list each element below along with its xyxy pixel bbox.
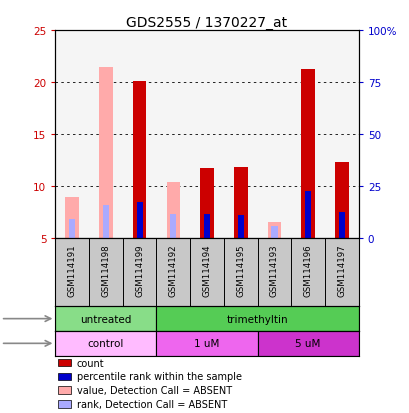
Bar <box>69 220 75 238</box>
Bar <box>156 331 257 356</box>
Bar <box>58 387 70 394</box>
Bar <box>58 400 70 408</box>
Bar <box>257 331 358 356</box>
Text: control: control <box>88 339 124 349</box>
Text: count: count <box>76 358 104 368</box>
Text: GSM114192: GSM114192 <box>169 244 178 297</box>
Bar <box>170 215 176 238</box>
Bar <box>55 331 156 356</box>
Text: GSM114199: GSM114199 <box>135 244 144 296</box>
Text: GSM114196: GSM114196 <box>303 244 312 297</box>
Title: GDS2555 / 1370227_at: GDS2555 / 1370227_at <box>126 16 287 30</box>
Text: GSM114197: GSM114197 <box>337 244 346 297</box>
Bar <box>200 169 213 238</box>
Bar <box>136 202 142 238</box>
Bar <box>58 359 70 366</box>
Bar <box>204 215 209 238</box>
Bar <box>234 168 247 238</box>
Bar <box>338 213 344 238</box>
Text: 1 uM: 1 uM <box>194 339 219 349</box>
Text: percentile rank within the sample: percentile rank within the sample <box>76 372 241 382</box>
Bar <box>271 226 277 238</box>
Bar <box>267 223 281 238</box>
Text: GSM114198: GSM114198 <box>101 244 110 297</box>
Bar <box>103 205 109 238</box>
Text: 5 uM: 5 uM <box>295 339 320 349</box>
Bar <box>237 216 243 238</box>
Bar <box>334 163 348 238</box>
Text: untreated: untreated <box>80 314 131 324</box>
Bar <box>133 82 146 238</box>
Bar <box>55 306 156 331</box>
Text: trimethyltin: trimethyltin <box>226 314 288 324</box>
Text: GSM114191: GSM114191 <box>67 244 76 297</box>
Text: value, Detection Call = ABSENT: value, Detection Call = ABSENT <box>76 385 231 395</box>
Text: GSM114193: GSM114193 <box>269 244 278 297</box>
Bar <box>304 192 310 238</box>
Text: GSM114194: GSM114194 <box>202 244 211 297</box>
Text: GSM114195: GSM114195 <box>236 244 245 297</box>
Bar <box>301 69 314 238</box>
Bar <box>166 183 180 238</box>
Bar <box>65 198 79 238</box>
Bar <box>99 68 112 238</box>
Bar <box>58 373 70 380</box>
Bar <box>156 306 358 331</box>
Text: rank, Detection Call = ABSENT: rank, Detection Call = ABSENT <box>76 399 226 409</box>
